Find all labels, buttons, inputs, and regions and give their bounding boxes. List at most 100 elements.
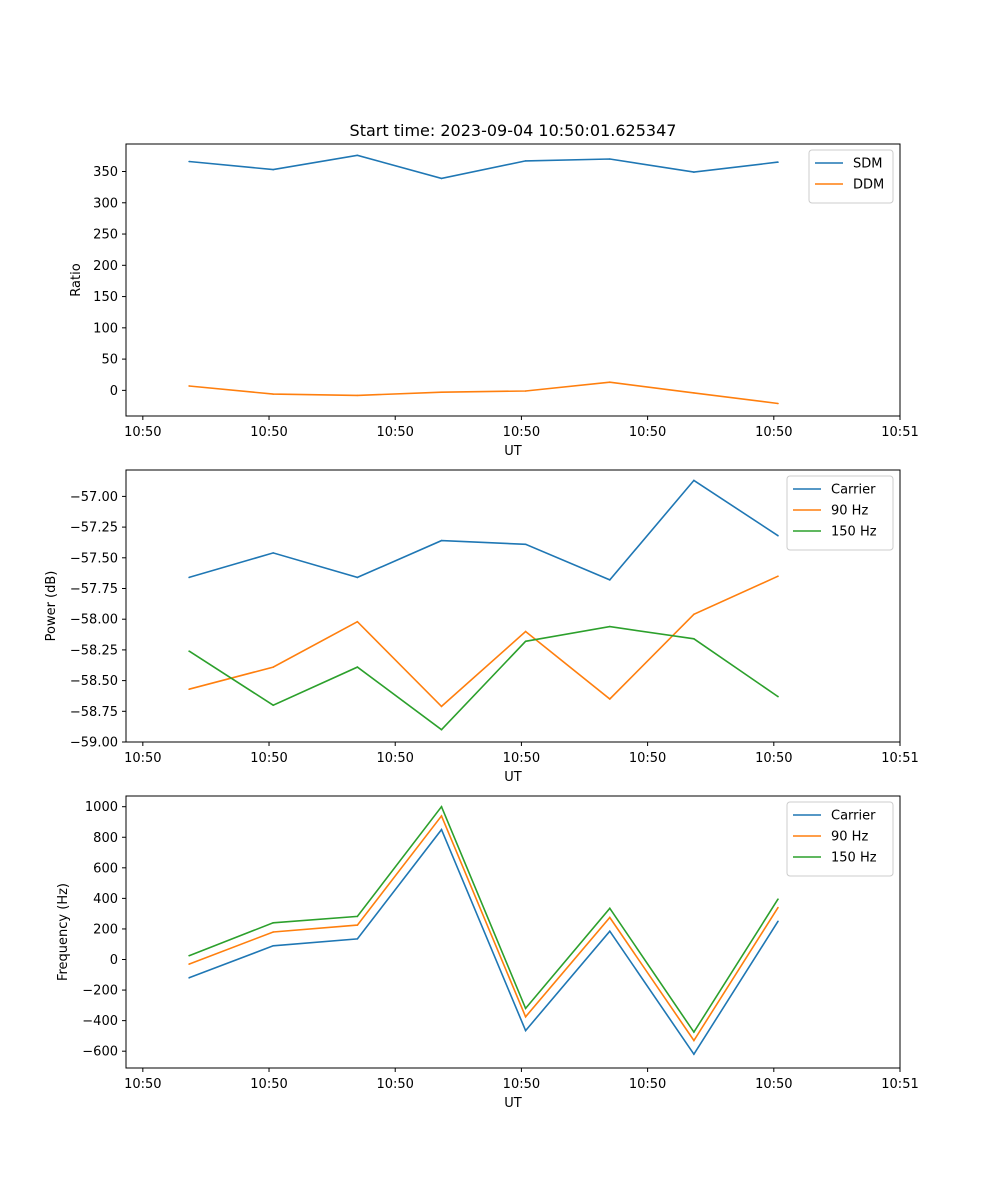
data-point-sdm — [356, 154, 359, 157]
legend-entry: 150 Hz — [831, 851, 877, 866]
data-point-carrier — [524, 1029, 527, 1032]
y-tick-label: −400 — [82, 1014, 118, 1029]
data-point-150-hz — [356, 666, 359, 668]
data-point-90-hz — [188, 963, 190, 965]
x-axis-label: UT — [504, 770, 522, 785]
data-point-ddm — [524, 390, 527, 392]
data-point-carrier — [440, 828, 443, 831]
y-tick-label: 800 — [93, 831, 118, 846]
series-line-150-hz — [188, 805, 779, 1034]
data-point-90-hz — [524, 1016, 527, 1018]
data-point-carrier — [693, 1053, 695, 1056]
series-line-ddm — [189, 381, 779, 405]
data-point-150-hz — [777, 695, 779, 698]
legend: Carrier 90 Hz 150 Hz — [786, 801, 894, 877]
data-point-carrier — [188, 576, 190, 579]
ratio-panel: Start time: 2023-09-04 10:50:01.625347 1… — [69, 121, 919, 459]
y-tick-label: 350 — [93, 165, 118, 180]
data-point-carrier — [777, 920, 779, 923]
data-point-90-hz — [608, 698, 611, 700]
data-point-150-hz — [188, 650, 190, 652]
series-line-carrier — [188, 479, 779, 581]
y-tick-label: −58.50 — [70, 674, 118, 689]
x-tick-label: 10:50 — [124, 425, 161, 440]
x-tick-label: 10:50 — [629, 751, 666, 766]
y-tick-label: −57.25 — [70, 521, 118, 536]
y-axis-label: Power (dB) — [44, 571, 59, 642]
data-point-ddm — [608, 381, 611, 384]
y-tick-label: 250 — [93, 228, 118, 243]
y-axis-label: Ratio — [69, 263, 84, 296]
data-point-carrier — [440, 539, 443, 542]
data-point-90-hz — [608, 916, 611, 919]
data-point-90-hz — [440, 705, 443, 708]
data-point-90-hz — [272, 666, 275, 668]
series-line-90-hz — [188, 575, 779, 708]
data-point-carrier — [356, 938, 359, 940]
x-tick-label: 10:50 — [124, 751, 161, 766]
x-tick-label: 10:51 — [881, 425, 918, 440]
y-tick-label: −200 — [82, 984, 118, 999]
y-tick-label: 150 — [93, 290, 118, 305]
x-tick-label: 10:50 — [250, 751, 287, 766]
data-point-carrier — [188, 977, 190, 979]
series-line-150-hz — [188, 625, 779, 731]
y-tick-label: −57.00 — [70, 490, 118, 505]
x-tick-label: 10:50 — [376, 425, 413, 440]
y-tick-label: −57.75 — [70, 582, 118, 597]
data-point-90-hz — [777, 575, 779, 578]
y-tick-label: 200 — [93, 259, 118, 274]
data-point-ddm — [356, 394, 359, 397]
data-point-ddm — [272, 393, 275, 395]
x-tick-label: 10:50 — [755, 751, 792, 766]
y-tick-label: 600 — [93, 861, 118, 876]
y-tick-label: −59.00 — [70, 736, 118, 751]
axes-frame — [125, 143, 901, 417]
data-point-150-hz — [272, 704, 275, 706]
x-tick-label: 10:51 — [881, 1077, 918, 1092]
data-point-90-hz — [440, 815, 443, 817]
y-tick-label: 200 — [93, 922, 118, 937]
data-point-sdm — [693, 171, 695, 173]
legend-entry: Carrier — [831, 809, 876, 824]
series-line-90-hz — [188, 814, 779, 1042]
power-panel: 10:50 10:50 10:50 10:50 10:50 10:50 10:51 −59.0… — [44, 469, 919, 785]
series-line-carrier — [188, 828, 779, 1056]
y-tick-label: 0 — [110, 384, 118, 399]
legend-entry: SDM — [853, 157, 882, 172]
data-point-150-hz — [693, 1031, 695, 1033]
x-tick-label: 10:50 — [376, 751, 413, 766]
data-point-carrier — [272, 552, 275, 554]
data-point-150-hz — [440, 805, 443, 808]
data-point-carrier — [524, 543, 527, 546]
data-point-sdm — [440, 177, 443, 180]
legend-entry: DDM — [853, 178, 884, 193]
data-point-sdm — [777, 161, 779, 163]
data-point-90-hz — [188, 688, 190, 690]
x-axis-label: UT — [504, 1096, 522, 1111]
data-point-150-hz — [188, 954, 190, 957]
data-point-carrier — [777, 534, 779, 537]
data-point-carrier — [608, 579, 611, 581]
data-point-150-hz — [356, 915, 359, 918]
data-point-150-hz — [608, 907, 611, 910]
x-tick-label: 10:50 — [376, 1077, 413, 1092]
y-tick-label: 50 — [101, 353, 118, 368]
legend: Carrier 90 Hz 150 Hz — [786, 475, 894, 551]
data-point-carrier — [608, 930, 611, 933]
x-axis-label: UT — [504, 444, 522, 459]
data-point-150-hz — [272, 922, 275, 924]
data-point-ddm — [440, 391, 443, 394]
x-tick-label: 10:50 — [250, 1077, 287, 1092]
data-point-sdm — [188, 160, 190, 163]
data-point-carrier — [356, 576, 359, 579]
x-tick-label: 10:50 — [629, 1077, 666, 1092]
x-tick-label: 10:50 — [124, 1077, 161, 1092]
series-line-sdm — [189, 154, 779, 180]
data-point-150-hz — [693, 638, 695, 640]
y-tick-label: −600 — [82, 1045, 118, 1060]
data-point-ddm — [777, 402, 779, 405]
axes-frame — [125, 795, 901, 1069]
x-tick-label: 10:50 — [503, 751, 540, 766]
x-tick-label: 10:50 — [629, 425, 666, 440]
